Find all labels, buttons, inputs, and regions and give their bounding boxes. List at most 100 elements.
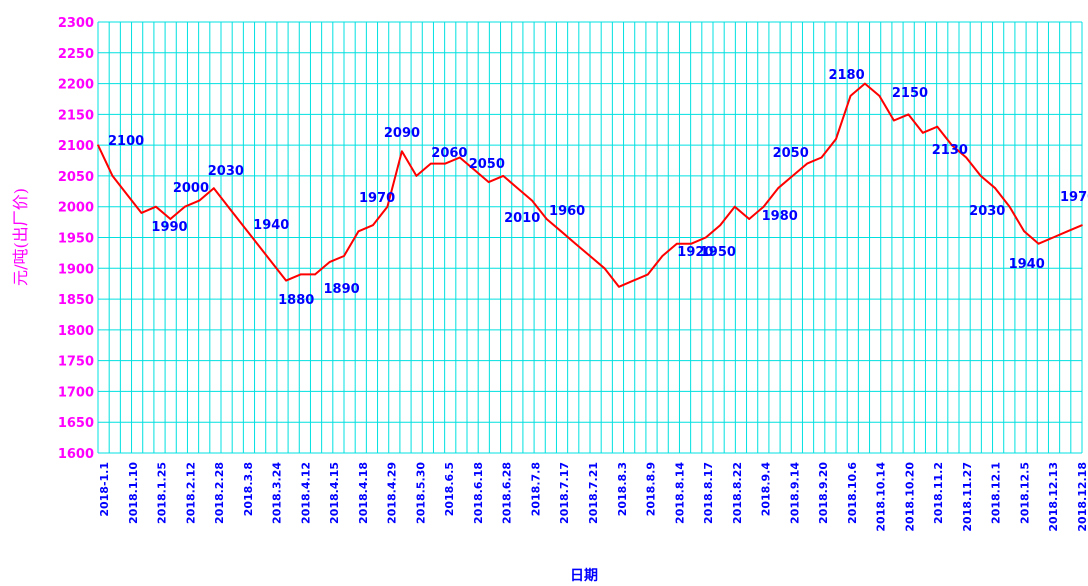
data-point [285, 279, 287, 282]
x-tick-label: 2018.1.10 [127, 462, 140, 524]
data-point [632, 279, 635, 282]
data-point [1052, 236, 1054, 239]
data-label: 1960 [549, 204, 585, 219]
data-point [922, 132, 924, 134]
y-tick-label: 1600 [58, 447, 94, 462]
data-point [1081, 224, 1083, 226]
data-point [950, 144, 953, 146]
data-label: 2030 [969, 204, 1005, 219]
data-point [270, 261, 273, 263]
data-point [241, 224, 244, 226]
y-tick-label: 1700 [58, 385, 94, 400]
data-point [328, 261, 331, 263]
data-point [806, 162, 808, 165]
data-point [502, 175, 504, 177]
y-tick-label: 2150 [58, 108, 94, 123]
data-label: 2050 [773, 146, 809, 161]
x-tick-label: 2018.12.5 [1018, 462, 1031, 524]
data-point [372, 224, 374, 226]
data-point [603, 267, 606, 270]
x-tick-label: 2018.9.20 [817, 462, 830, 524]
y-axis-ticks: 1600 1650 1700 1750 1800 1850 1900 1950 2000 2050… [58, 16, 94, 462]
data-label: 2150 [892, 86, 928, 101]
x-tick-label: 2018.12.1 [990, 462, 1003, 524]
x-tick-label: 2018.6.28 [501, 462, 514, 524]
data-point [343, 255, 345, 257]
data-point [314, 273, 316, 276]
data-point [184, 205, 186, 208]
data-point [299, 273, 302, 276]
y-tick-label: 1750 [58, 355, 94, 370]
data-point [1023, 230, 1025, 233]
data-point [212, 187, 215, 190]
data-point [893, 119, 895, 122]
x-tick-label: 2018.11.27 [961, 462, 974, 532]
x-tick-label: 2018.3.24 [271, 462, 284, 524]
x-tick-label: 2018.8.14 [673, 462, 686, 524]
data-label: 2180 [828, 68, 864, 83]
data-point [430, 162, 432, 165]
data-label: 2050 [469, 157, 505, 172]
x-tick-label: 2018.6.18 [472, 462, 485, 524]
x-tick-label: 2018.10.14 [875, 462, 888, 532]
x-tick-label: 2018.7.21 [587, 462, 600, 524]
data-point [227, 205, 230, 208]
x-tick-label: 2018.2.12 [184, 462, 197, 524]
data-label: 1990 [151, 220, 187, 235]
data-point [864, 82, 866, 85]
data-point [719, 224, 722, 226]
data-labels: 2100 1990 2000 2030 1940 1880 1890 1970 2090 2060… [108, 68, 1088, 308]
x-tick-label: 2018.4.12 [299, 462, 312, 524]
data-label: 1880 [278, 293, 314, 308]
x-tick-label: 2018.8.9 [645, 462, 658, 516]
data-point [458, 156, 461, 159]
data-point [256, 242, 258, 245]
data-point [487, 181, 490, 183]
series-layer [97, 82, 1083, 288]
x-tick-label: 2018.8.3 [616, 462, 629, 516]
x-tick-label: 2018.4.29 [386, 462, 399, 524]
data-point [545, 218, 548, 220]
x-tick-label: 2018.7.8 [529, 462, 542, 516]
data-point [111, 175, 114, 177]
data-point [473, 168, 476, 171]
data-point [994, 187, 996, 190]
x-tick-label: 2018.5.30 [414, 462, 427, 524]
x-tick-label: 2018.2.28 [213, 462, 226, 524]
data-point [791, 175, 794, 177]
data-point [647, 273, 649, 276]
x-axis-ticks: 2018-1.1 2018.1.10 2018.1.25 2018.2.12 2018.… [98, 462, 1088, 532]
data-point [762, 205, 765, 208]
data-point [661, 255, 664, 257]
data-point [357, 230, 360, 233]
data-label: 2090 [384, 126, 420, 141]
data-point [401, 150, 403, 153]
y-tick-label: 2000 [58, 201, 94, 216]
x-tick-label: 2018.6.5 [443, 462, 456, 516]
data-point [1066, 230, 1069, 233]
x-tick-label: 2018.8.17 [702, 462, 715, 524]
data-label: 2100 [108, 134, 144, 149]
data-point [516, 187, 519, 190]
y-tick-label: 2300 [58, 16, 94, 31]
data-point [979, 175, 982, 177]
data-point [444, 162, 447, 165]
data-point [1037, 242, 1040, 245]
data-point [140, 212, 143, 214]
x-tick-label: 2018-1.1 [98, 462, 111, 517]
data-label: 2010 [504, 211, 540, 226]
data-point [690, 242, 693, 245]
data-point [704, 236, 707, 239]
x-tick-label: 2018.4.18 [357, 462, 370, 524]
data-label: 2060 [431, 146, 467, 161]
data-point [936, 125, 939, 128]
x-tick-label: 2018.11.2 [932, 462, 945, 524]
y-tick-label: 2250 [58, 47, 94, 62]
x-tick-label: 2018.10.6 [846, 462, 859, 524]
data-point [155, 205, 157, 208]
x-tick-label: 2018.9.4 [760, 462, 773, 517]
data-point [618, 285, 620, 288]
data-point [965, 156, 968, 159]
x-tick-label: 2018.10.20 [903, 462, 916, 532]
